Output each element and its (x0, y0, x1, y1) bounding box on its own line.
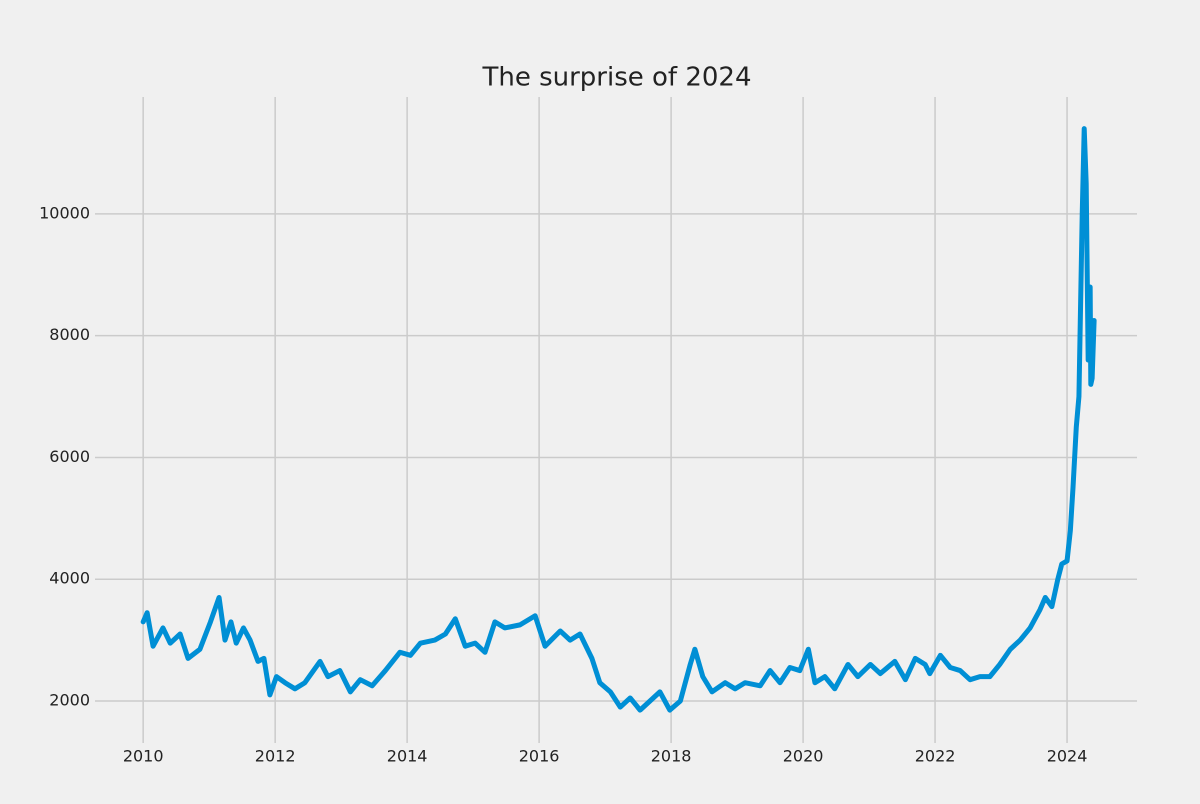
data-line (140, 126, 1097, 713)
x-tick-label: 2020 (783, 747, 824, 766)
grid (95, 97, 1137, 743)
x-tick-label: 2022 (915, 747, 956, 766)
y-tick-label: 2000 (49, 690, 90, 709)
x-tick-label: 2016 (519, 747, 560, 766)
chart-title: The surprise of 2024 (481, 63, 751, 93)
x-tick-label: 2010 (123, 747, 164, 766)
x-tick-label: 2012 (255, 747, 296, 766)
x-tick-label: 2024 (1047, 747, 1088, 766)
y-tick-label: 10000 (39, 203, 90, 222)
plot (140, 126, 1097, 713)
x-tick-label: 2014 (387, 747, 428, 766)
y-tick-label: 4000 (49, 569, 90, 588)
y-tick-label: 8000 (49, 325, 90, 344)
y-tick-label: 6000 (49, 447, 90, 466)
x-tick-label: 2018 (651, 747, 692, 766)
